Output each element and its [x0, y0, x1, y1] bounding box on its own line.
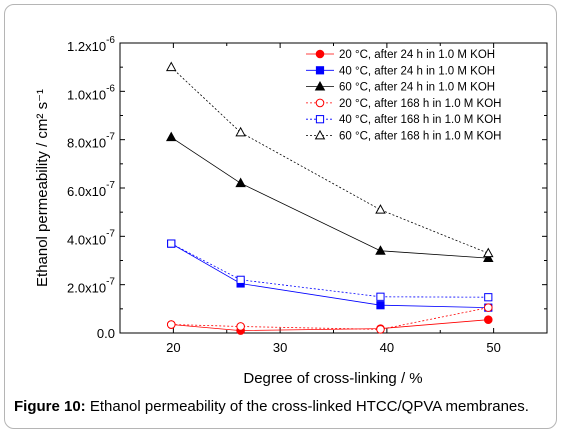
legend-item-5: 40 °C, after 168 h in 1.0 M KOH	[306, 114, 501, 126]
series-4	[166, 303, 493, 334]
data-point	[235, 177, 246, 188]
data-point	[483, 252, 494, 262]
x-tick-label: 40	[380, 340, 394, 355]
data-point	[167, 239, 176, 248]
data-point	[165, 61, 177, 72]
series-1	[166, 315, 493, 335]
legend-item-6: 60 °C, after 168 h in 1.0 M KOH	[306, 129, 501, 143]
data-point	[375, 245, 386, 255]
series-5	[167, 239, 493, 302]
y-tick-label: 4.0x10-7	[67, 228, 115, 247]
y-axis-title: Ethanol permeability / cm² s⁻¹	[34, 89, 51, 287]
series-6	[165, 61, 494, 258]
data-point	[235, 126, 246, 137]
legend-marker	[315, 98, 325, 108]
legend-marker	[315, 66, 325, 75]
legend-label: 40 °C, after 168 h in 1.0 M KOH	[339, 114, 501, 126]
y-tick-label: 1.2x10-6	[67, 35, 115, 54]
series-line	[170, 136, 489, 259]
figure-frame	[4, 4, 557, 429]
data-point	[376, 292, 385, 301]
data-point	[483, 247, 494, 258]
legend-label: 60 °C, after 168 h in 1.0 M KOH	[339, 131, 501, 143]
data-point	[236, 275, 245, 284]
legend-marker	[315, 49, 325, 59]
legend-label: 20 °C, after 168 h in 1.0 M KOH	[339, 98, 501, 110]
series-line	[171, 243, 489, 298]
series-line	[171, 243, 489, 308]
y-tick-label: 1.0x10-6	[67, 83, 115, 102]
data-point	[236, 322, 245, 331]
y-tick-label: 6.0x10-7	[67, 180, 115, 199]
legend-marker	[315, 115, 325, 124]
legend-marker	[314, 80, 326, 91]
data-point	[165, 131, 177, 142]
data-point	[166, 320, 176, 329]
data-point	[375, 204, 386, 214]
legend-item-3: 60 °C, after 24 h in 1.0 M KOH	[306, 80, 495, 94]
legend-marker	[314, 129, 326, 140]
x-tick-label: 30	[273, 340, 287, 355]
y-tick-label: 2.0x10-7	[67, 277, 115, 296]
x-axis-title: Degree of cross-linking / %	[243, 370, 422, 387]
data-point	[376, 325, 385, 334]
series-2	[167, 239, 493, 312]
x-tick-label: 20	[166, 340, 180, 355]
y-tick-label: 8.0x10-7	[67, 132, 115, 151]
x-tick-label: 50	[486, 340, 500, 355]
legend-label: 60 °C, after 24 h in 1.0 M KOH	[339, 82, 495, 94]
caption-text: Ethanol permeability of the cross-linked…	[89, 398, 529, 415]
data-point	[483, 315, 493, 325]
caption-label: Figure 10:	[14, 398, 86, 415]
legend-item-2: 40 °C, after 24 h in 1.0 M KOH	[306, 65, 495, 77]
data-point	[483, 303, 493, 312]
legend-item-4: 20 °C, after 168 h in 1.0 M KOH	[306, 98, 501, 110]
series-line	[170, 66, 489, 254]
legend-label: 40 °C, after 24 h in 1.0 M KOH	[339, 65, 495, 77]
series-3	[165, 131, 494, 262]
y-tick-label: 0.0	[97, 326, 115, 341]
series-line	[171, 319, 489, 332]
legend-item-1: 20 °C, after 24 h in 1.0 M KOH	[306, 49, 495, 61]
data-point	[484, 293, 493, 302]
figure-caption: Figure 10: Ethanol permeability of the c…	[14, 398, 554, 415]
series-line	[171, 307, 489, 330]
data-point	[376, 301, 385, 310]
legend-label: 20 °C, after 24 h in 1.0 M KOH	[339, 49, 495, 61]
